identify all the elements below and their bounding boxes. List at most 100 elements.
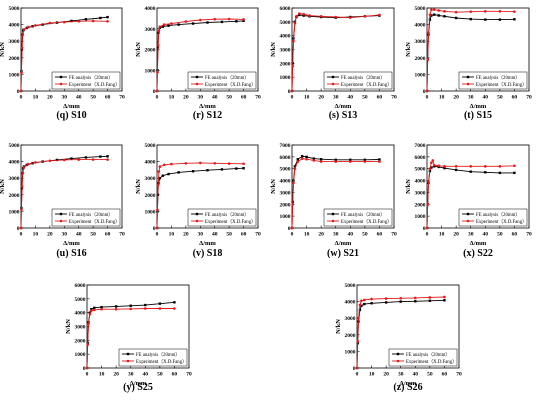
x-axis-label: Δ/mm	[470, 240, 487, 247]
x-tick-label: 40	[413, 372, 419, 378]
y-tick-label: 4000	[9, 23, 20, 29]
panel-caption: (x) S22	[463, 248, 493, 259]
data-point	[86, 343, 90, 346]
x-tick-label: 30	[333, 232, 339, 238]
data-point	[48, 159, 52, 163]
y-tick-label: 4000	[75, 311, 86, 317]
x-tick-label: 0	[291, 95, 294, 101]
y-tick-label: 3000	[280, 190, 291, 196]
x-tick-label: 70	[526, 95, 532, 101]
legend: FE analysis（20mm）Experiment（X.D.Fang）	[323, 71, 393, 90]
data-point	[20, 208, 23, 212]
data-point	[513, 171, 516, 175]
data-point	[432, 8, 436, 11]
data-point	[291, 202, 295, 206]
x-tick-label: 70	[119, 95, 125, 101]
data-point	[235, 167, 238, 170]
legend-label: FE analysis（20mm）	[136, 352, 180, 358]
x-tick-label: 50	[90, 95, 96, 101]
data-point	[454, 165, 458, 168]
y-tick-label: 5000	[75, 297, 86, 303]
data-point	[114, 305, 118, 308]
data-point	[206, 169, 209, 172]
data-point	[220, 168, 224, 171]
x-tick-label: 60	[241, 95, 247, 101]
data-point	[184, 20, 188, 23]
x-tick-label: 50	[427, 372, 433, 378]
data-point	[235, 20, 238, 23]
data-point	[291, 64, 295, 68]
data-point	[469, 17, 472, 21]
y-tick-label: 4000	[280, 34, 291, 40]
x-tick-label: 40	[348, 232, 354, 238]
data-point	[370, 297, 373, 301]
legend-box	[51, 71, 121, 90]
legend-marker	[195, 219, 199, 223]
data-point	[292, 181, 295, 185]
x-tick-label: 50	[226, 232, 232, 238]
data-point	[301, 155, 304, 158]
legend-label: Experiment（X.D.Fang）	[205, 82, 256, 88]
data-point	[454, 10, 458, 14]
data-point	[22, 166, 26, 169]
data-point	[319, 158, 323, 161]
y-axis-label: N/kN	[0, 42, 6, 57]
legend-marker	[59, 212, 63, 216]
data-point	[198, 161, 202, 165]
data-point	[428, 13, 432, 16]
y-tick-label: 0	[153, 226, 156, 232]
data-point	[173, 301, 176, 304]
data-point	[155, 89, 159, 93]
y-tick-label: 6000	[280, 155, 291, 161]
data-point	[85, 366, 89, 370]
data-point	[90, 308, 93, 311]
legend-box	[458, 71, 528, 90]
x-axis-label: Δ/mm	[63, 103, 80, 110]
y-tick-label: 3000	[9, 39, 20, 45]
data-point	[432, 163, 436, 167]
data-point	[99, 16, 102, 20]
y-tick-label: 6000	[280, 6, 291, 12]
x-tick-label: 30	[62, 232, 68, 238]
panel-caption: (s) S13	[328, 110, 358, 121]
data-point	[155, 226, 159, 230]
data-point	[227, 17, 231, 21]
data-point	[355, 366, 359, 370]
y-tick-label: 0	[83, 366, 86, 372]
y-tick-label: 3000	[145, 176, 156, 182]
y-tick-label: 4000	[280, 179, 291, 185]
data-point	[305, 157, 308, 161]
data-point	[302, 12, 305, 16]
x-tick-label: 20	[47, 95, 53, 101]
series-line	[156, 18, 244, 92]
y-tick-label: 1000	[75, 352, 86, 358]
x-tick-label: 40	[483, 232, 489, 238]
data-point	[414, 300, 417, 303]
data-point	[106, 155, 109, 158]
y-tick-label: 3000	[345, 316, 356, 322]
data-point	[213, 161, 217, 165]
data-point	[298, 13, 301, 17]
data-point	[106, 158, 109, 161]
data-point	[34, 161, 37, 164]
chart-panel: 0 10 20 30 40 50 60 70 0 1000 2000 3000 4000 5000 Δ/mm…	[335, 283, 462, 387]
legend-box	[458, 208, 528, 227]
data-point	[19, 89, 23, 93]
x-tick-label: 10	[439, 95, 445, 101]
x-tick-label: 60	[377, 95, 383, 101]
data-point	[305, 155, 308, 159]
data-point	[21, 33, 25, 36]
legend-marker	[195, 212, 199, 216]
data-point	[483, 10, 487, 13]
y-tick-label: 5000	[280, 167, 291, 173]
data-point	[158, 302, 162, 305]
y-axis-label: N/kN	[270, 42, 277, 57]
data-point	[88, 311, 92, 314]
data-point	[167, 172, 170, 176]
x-axis-label: Δ/mm	[335, 103, 352, 110]
data-point	[48, 21, 52, 25]
panel-caption: (w) S21	[327, 248, 359, 259]
y-tick-label: 3000	[145, 27, 156, 33]
y-tick-label: 2000	[145, 193, 156, 199]
x-axis-label: Δ/mm	[335, 240, 352, 247]
